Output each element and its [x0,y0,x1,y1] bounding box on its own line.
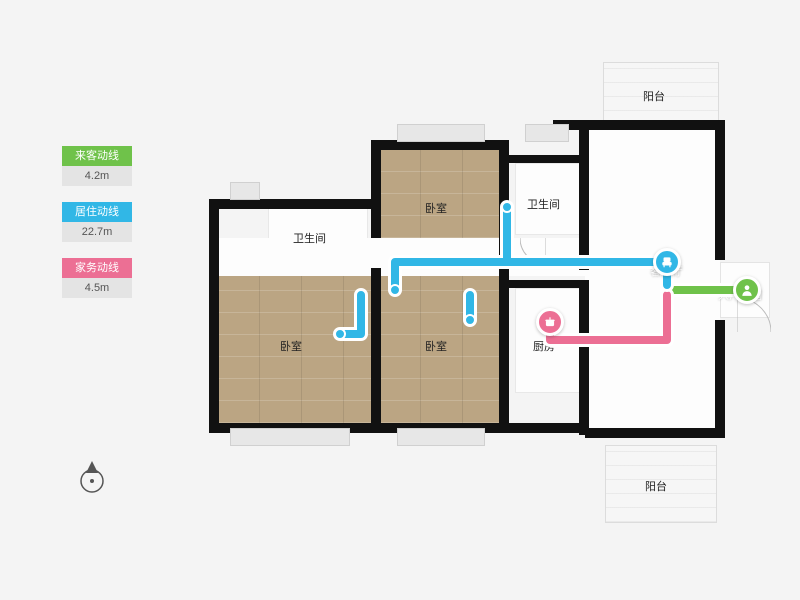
label-bedroom-mid: 卧室 [425,338,447,354]
label-bedroom-left: 卧室 [280,338,302,354]
room-living [585,130,720,430]
floorplan: 阳台 阳台 卧室 卧室 卧室 卫生间 卫生间 厨房 客餐厅 入户花园 [175,40,765,560]
compass-icon [73,459,111,502]
legend-title: 居住动线 [62,202,132,222]
legend-item-living: 居住动线 22.7m [62,202,132,242]
legend-item-house: 家务动线 4.5m [62,258,132,298]
legend-value: 4.5m [62,278,132,298]
label-kitchen: 厨房 [533,338,555,354]
flow-endpoint-icon [389,284,401,296]
legend-value: 4.2m [62,166,132,186]
flow-endpoint-icon [464,314,476,326]
label-bathroom-right: 卫生间 [527,196,560,212]
person-icon [733,276,761,304]
chair-icon [653,248,681,276]
label-bedroom-top: 卧室 [425,200,447,216]
legend-title: 家务动线 [62,258,132,278]
flow-endpoint-icon [334,328,346,340]
legend: 来客动线 4.2m 居住动线 22.7m 家务动线 4.5m [62,146,132,314]
label-balcony-bottom: 阳台 [645,478,667,494]
pot-icon [536,308,564,336]
legend-value: 22.7m [62,222,132,242]
label-balcony-top: 阳台 [643,88,665,104]
flow-endpoint-icon [501,201,513,213]
legend-item-guest: 来客动线 4.2m [62,146,132,186]
door-arc-icon [520,238,546,264]
legend-title: 来客动线 [62,146,132,166]
room-bedroom-top [378,150,500,238]
label-bathroom-left: 卫生间 [293,230,326,246]
